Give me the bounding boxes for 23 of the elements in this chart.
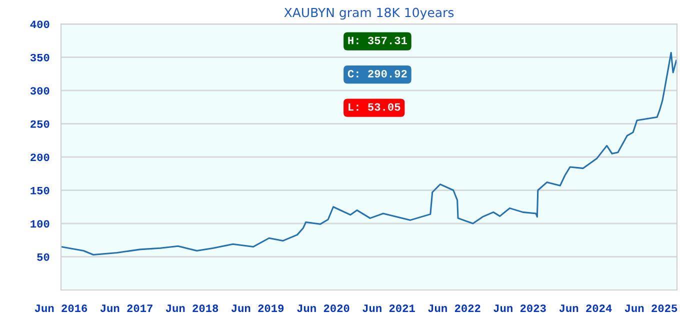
x-tick-label: Jun 2017: [100, 304, 152, 312]
y-tick-label: 250: [30, 120, 50, 128]
x-tick-label: Jun 2022: [428, 304, 480, 312]
y-tick-label: 200: [30, 154, 50, 162]
x-tick-label: Jun 2023: [494, 304, 546, 312]
chart-title: XAUBYN gram 18K 10years: [284, 8, 454, 20]
y-tick-label: 100: [30, 220, 50, 228]
line-series: [61, 52, 677, 256]
x-tick-label: Jun 2025: [624, 304, 678, 312]
y-tick-label: 400: [30, 20, 50, 28]
annotation: H: 357.31: [348, 36, 407, 44]
annotation: L: 53.05: [348, 103, 400, 111]
y-tick-label: 50: [37, 253, 50, 261]
annotation: C: 290.92: [348, 70, 407, 78]
y-tick-label: 350: [30, 54, 50, 62]
x-tick-label: Jun 2019: [231, 304, 284, 312]
x-tick-label: Jun 2020: [297, 304, 350, 312]
y-tick-label: 300: [30, 87, 50, 95]
x-tick-label: Jun 2016: [34, 304, 88, 312]
x-tick-label: Jun 2018: [166, 304, 218, 312]
x-tick-label: Jun 2024: [559, 304, 612, 312]
y-tick-label: 150: [30, 186, 50, 194]
x-tick-label: Jun 2021: [362, 304, 415, 312]
